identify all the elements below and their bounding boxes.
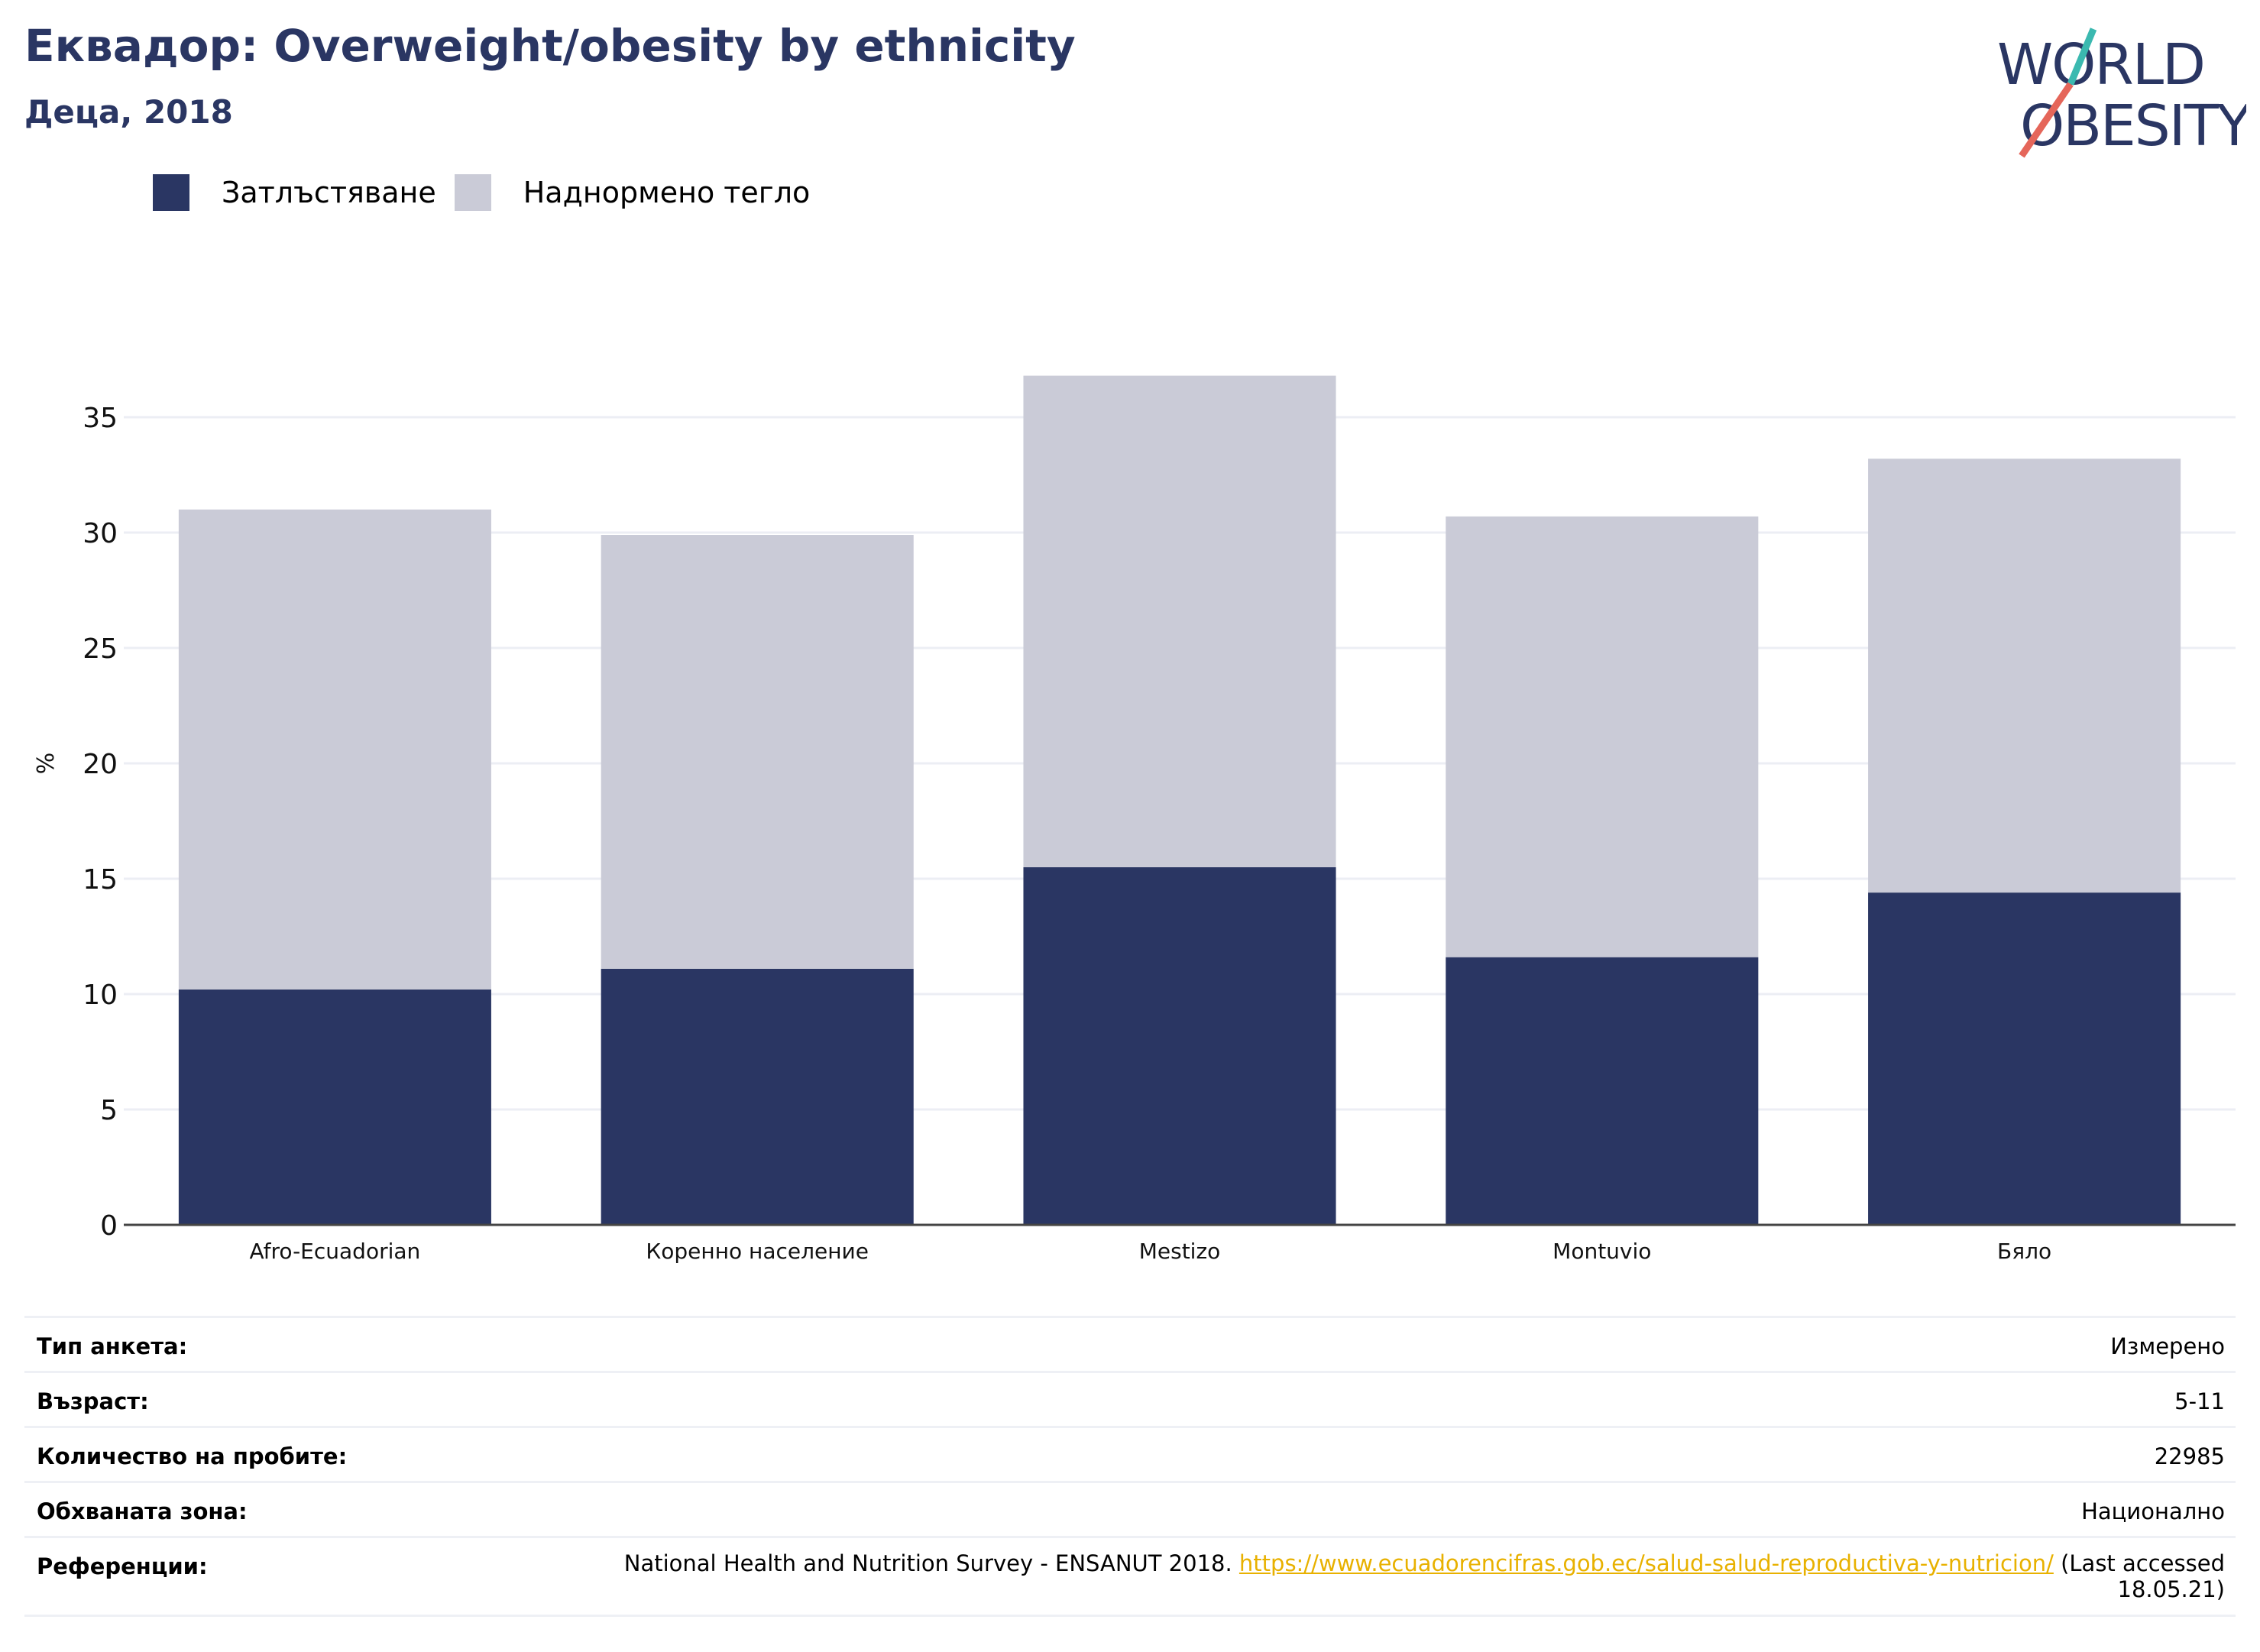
meta-row-area-covered: Обхваната зона: Национално (24, 1481, 2236, 1536)
bar-overweight (1023, 375, 1336, 867)
y-tick-label: 35 (83, 403, 118, 434)
meta-row-references: Референции: National Health and Nutritio… (24, 1536, 2236, 1617)
y-tick-label: 20 (83, 749, 118, 780)
chart-title: Еквадор: Overweight/obesity by ethnicity (24, 20, 1076, 72)
x-tick-label: Mestizo (1139, 1239, 1221, 1264)
legend-swatch-overweight (454, 174, 491, 211)
meta-value: 22985 (2154, 1443, 2225, 1469)
meta-row-age: Възраст: 5-11 (24, 1371, 2236, 1426)
y-tick-label: 10 (83, 980, 118, 1011)
meta-row-sample-size: Количество на пробите: 22985 (24, 1426, 2236, 1481)
meta-key: Референции: (37, 1553, 208, 1579)
x-tick-label: Коренно население (646, 1239, 869, 1264)
meta-key: Количество на пробите: (37, 1443, 348, 1469)
bar-overweight (1446, 516, 1759, 957)
legend-label-overweight: Наднормено тегло (523, 176, 811, 209)
legend-item-obesity: Затлъстяване (153, 174, 436, 211)
x-tick-label: Бяло (1997, 1239, 2051, 1264)
chart-subtitle: Деца, 2018 (24, 93, 233, 131)
y-tick-label: 25 (83, 633, 118, 665)
y-axis-label: % (33, 753, 60, 775)
meta-key: Тип анкета: (37, 1333, 188, 1359)
meta-key: Обхваната зона: (37, 1498, 248, 1524)
bar-obesity (178, 989, 491, 1225)
bar-chart: 0 5 10 15 20 25 30 35% Afro-Ecuadorian Коренно на… (33, 375, 2236, 1264)
bar-obesity (1446, 957, 1759, 1225)
y-tick-label: 0 (100, 1210, 118, 1242)
y-tick-label: 5 (100, 1095, 118, 1126)
legend-label-obesity: Затлъстяване (222, 176, 436, 209)
x-tick-label: Montuvio (1553, 1239, 1651, 1264)
bar-overweight (1868, 458, 2181, 893)
bar-overweight (601, 535, 914, 969)
bar-obesity (601, 968, 914, 1225)
meta-row-survey-type: Тип анкета: Измерено (24, 1316, 2236, 1371)
bar-obesity (1023, 866, 1336, 1225)
chart-legend: Затлъстяване Наднормено тегло (153, 174, 828, 211)
meta-key: Възраст: (37, 1388, 149, 1414)
svg-text:WORLD: WORLD (1997, 32, 2204, 98)
metadata-table: Тип анкета: Измерено Възраст: 5-11 Колич… (24, 1316, 2236, 1617)
y-tick-label: 30 (83, 518, 118, 549)
y-tick-label: 15 (83, 864, 118, 896)
reference-value: National Health and Nutrition Survey - E… (620, 1550, 2225, 1602)
meta-value: 5-11 (2174, 1388, 2225, 1414)
bar-overweight (178, 509, 491, 990)
world-obesity-logo: WORLD OBESITY (1997, 28, 2246, 159)
legend-swatch-obesity (153, 174, 189, 211)
bar-obesity (1868, 892, 2181, 1225)
reference-link[interactable]: https://www.ecuadorencifras.gob.ec/salud… (1238, 1550, 2054, 1576)
x-tick-label: Afro-Ecuadorian (250, 1239, 421, 1264)
reference-text: National Health and Nutrition Survey - E… (623, 1550, 1239, 1576)
legend-item-overweight: Наднормено тегло (454, 174, 811, 211)
reference-accessed: (Last accessed 18.05.21) (2053, 1550, 2225, 1602)
meta-value: Измерено (2110, 1333, 2225, 1359)
meta-value: Национално (2081, 1498, 2225, 1524)
